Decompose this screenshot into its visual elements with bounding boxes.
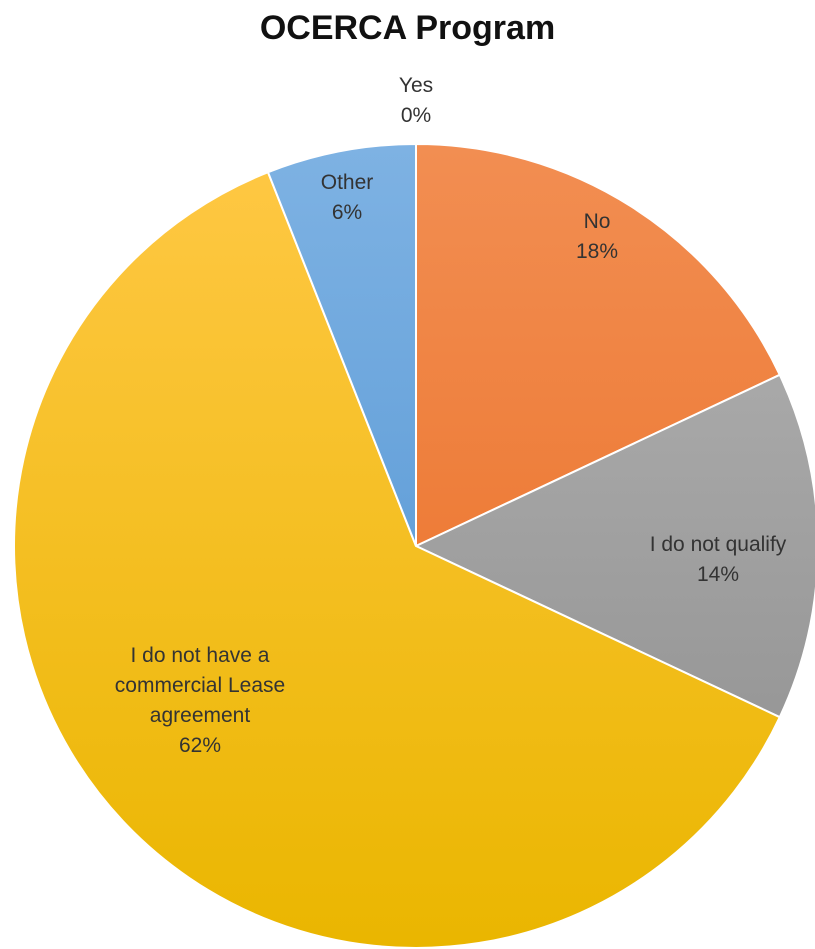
slice-value-label: 14%	[697, 563, 739, 586]
slice-category-label: No	[584, 210, 611, 233]
slice-category-label: I do not qualify	[650, 533, 787, 556]
slice-label: I do not qualify 14%	[650, 533, 787, 586]
slice-category-label: Yes	[399, 74, 433, 97]
slice-category-label: Other	[321, 171, 374, 194]
slice-category-label: commercial Lease	[115, 674, 285, 697]
slice-label: No 18%	[576, 210, 618, 263]
pie-labels: Yes 0% No 18% I do not qualify 14% I do not ha…	[115, 74, 787, 757]
chart-title: OCERCA Program	[259, 9, 556, 47]
slice-value-label: 18%	[576, 240, 618, 263]
pie-slice-no	[415, 142, 782, 548]
slice-category-label: agreement	[150, 704, 251, 727]
slice-value-label: 62%	[179, 734, 221, 757]
slice-value-label: 0%	[401, 104, 431, 127]
pie-slice-other	[266, 142, 417, 547]
slice-label: Yes 0%	[399, 74, 433, 127]
slice-value-label: 6%	[332, 201, 362, 224]
pie-slice-i-do-not-qualify	[413, 373, 815, 719]
pie-slices	[13, 142, 815, 949]
pie-slice-i-do-not-have-a-commercial-lease-agreement	[13, 170, 782, 949]
slice-label: I do not have a commercial Lease agreement…	[115, 644, 285, 757]
slice-category-label: I do not have a	[131, 644, 270, 667]
slice-label: Other 6%	[321, 171, 374, 224]
